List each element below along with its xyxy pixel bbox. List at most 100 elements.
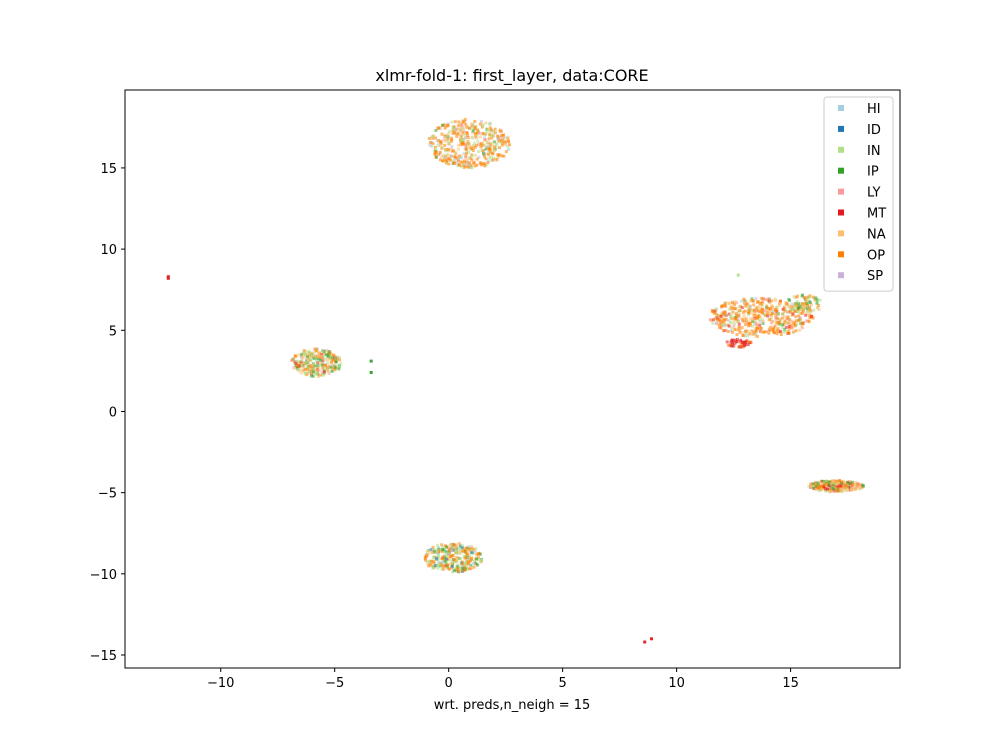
data-point-op [497,153,501,157]
data-point-op [731,300,734,304]
data-point-na [773,297,777,301]
data-point-op [457,163,461,166]
data-point-na [775,322,779,326]
data-point-op [445,158,449,162]
data-point-op [747,324,750,328]
data-point-na [492,149,496,153]
data-point-ly [483,138,487,142]
data-point-mt [737,322,741,326]
data-point-op [717,323,721,327]
data-point-mt [650,637,653,641]
data-point-ip [848,482,851,485]
data-point-in [794,303,797,307]
data-point-op [714,316,718,320]
data-point-na [821,481,825,485]
data-point-in [494,145,498,149]
data-point-na [759,315,763,319]
data-point-op [710,308,714,312]
data-point-ip [783,327,787,331]
data-point-ly [832,490,836,494]
data-point-na [475,136,479,140]
data-point-op [719,326,723,330]
data-point-in [470,135,474,139]
data-point-na [465,158,469,162]
data-point-sp [723,324,727,328]
data-point-ip [471,129,475,133]
data-point-op [755,334,759,338]
data-point-op [770,299,774,303]
data-point-in [807,484,811,488]
data-point-in [321,349,325,353]
data-point-op [734,313,738,317]
data-point-in [440,562,444,566]
data-point-na [481,141,485,145]
data-point-op [479,161,483,165]
data-point-ly [732,324,736,328]
data-point-na [452,546,456,550]
data-point-op [461,131,465,135]
data-point-op [456,132,460,136]
data-point-op [501,139,504,143]
data-point-op [503,141,507,145]
data-point-na [805,298,809,302]
data-point-in [474,547,478,551]
data-point-na [326,369,330,373]
data-point-op [472,548,476,552]
data-point-op [796,294,800,298]
data-point-in [472,141,476,145]
data-point-in [487,151,491,154]
data-point-op [464,123,468,126]
data-point-na [461,126,465,130]
data-point-in [468,155,472,159]
data-point-na [301,368,305,372]
data-point-in [485,140,489,144]
data-point-op [470,147,474,151]
data-point-op [464,146,468,150]
data-point-ly [324,349,328,353]
data-point-op [316,366,320,370]
data-point-in [730,326,734,330]
data-point-ly [300,356,304,360]
data-point-op [756,299,760,303]
data-point-op [475,163,479,167]
data-point-mt [810,314,814,318]
data-point-ip [815,301,819,305]
data-point-hi [486,145,490,149]
data-point-op [322,363,326,367]
data-point-in [313,355,317,359]
data-point-op [318,373,322,377]
data-point-op [785,302,789,306]
data-point-in [443,552,447,556]
data-point-na [486,127,490,131]
data-point-hi [739,299,743,303]
data-point-na [439,144,443,148]
data-point-op [755,306,759,310]
data-point-mt [322,370,326,374]
data-point-op [748,340,752,344]
data-point-na [474,133,477,137]
legend-marker-in [838,146,844,153]
data-point-na [813,484,817,488]
data-point-ip [781,323,785,327]
data-point-op [321,366,325,370]
data-point-op [775,321,779,325]
data-point-in [314,356,318,360]
data-point-na [447,162,451,166]
data-point-ip [452,569,456,573]
data-point-na [458,568,462,572]
data-point-in [801,308,805,311]
data-point-na [470,545,474,549]
data-point-in [309,357,312,361]
data-point-op [764,330,768,334]
y-tick-label: 0 [109,405,117,420]
data-point-ip [796,306,800,310]
data-point-in [313,368,317,372]
data-point-na [470,122,473,126]
data-point-ly [708,318,712,321]
data-point-na [799,324,803,328]
data-point-ip [475,557,478,561]
data-point-in [792,295,796,299]
data-point-op [293,354,297,358]
data-point-na [444,565,448,569]
data-point-ip [300,352,303,356]
